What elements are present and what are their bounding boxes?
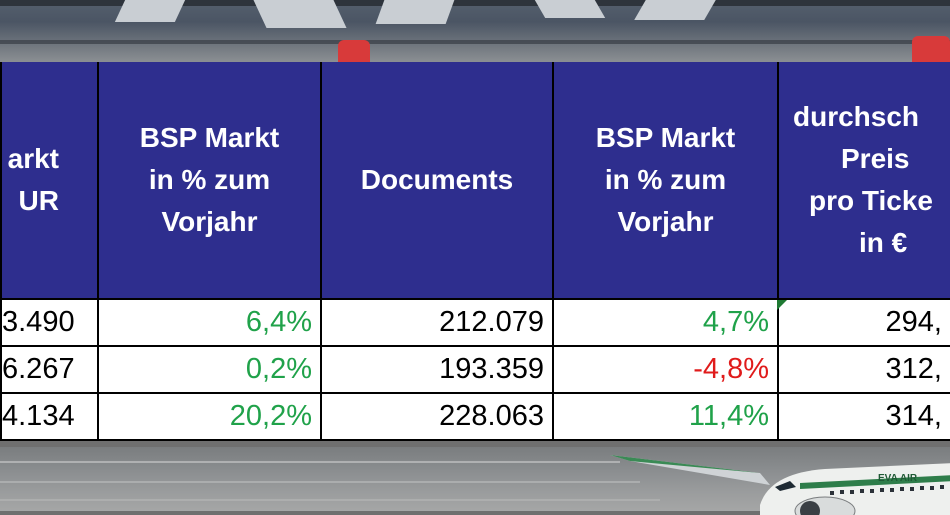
cell-avg-price: 294, <box>777 298 950 347</box>
cell-market-eur: 6.267 <box>0 345 99 394</box>
table-row: 6.267 0,2% 193.359 -4,8% 312, <box>0 345 950 394</box>
statistics-table: arkt UR BSP Markt in % zum Vorjahr Docum… <box>0 62 950 447</box>
cell-documents: 193.359 <box>320 345 554 394</box>
cell-documents: 212.079 <box>320 298 554 347</box>
background-photo-top <box>0 0 950 62</box>
cell-bsp-pct-2: -4,8% <box>552 345 779 394</box>
cell-bsp-pct-1: 20,2% <box>97 392 322 441</box>
cell-documents: 228.063 <box>320 392 554 441</box>
header-documents: Documents <box>320 62 554 300</box>
table-row: 3.490 6,4% 212.079 4,7% 294, <box>0 298 950 347</box>
airplane-image: EVA AIR <box>610 455 950 515</box>
header-market-eur: arkt UR <box>0 62 99 300</box>
header-bsp-market-pct-2: BSP Markt in % zum Vorjahr <box>552 62 779 300</box>
header-bsp-market-pct-1: BSP Markt in % zum Vorjahr <box>97 62 322 300</box>
header-row: arkt UR BSP Markt in % zum Vorjahr Docum… <box>0 62 950 300</box>
table-row: 4.134 20,2% 228.063 11,4% 314, <box>0 392 950 441</box>
cell-bsp-pct-2: 11,4% <box>552 392 779 441</box>
cell-avg-price: 314, <box>777 392 950 441</box>
cell-bsp-pct-1: 6,4% <box>97 298 322 347</box>
header-avg-ticket-price: durchsch Preis pro Ticke in € <box>777 62 950 300</box>
cell-market-eur: 4.134 <box>0 392 99 441</box>
cell-market-eur: 3.490 <box>0 298 99 347</box>
comment-indicator-icon <box>777 300 787 310</box>
cell-bsp-pct-2: 4,7% <box>552 298 779 347</box>
cell-bsp-pct-1: 0,2% <box>97 345 322 394</box>
plane-livery-logo: EVA AIR <box>878 473 918 484</box>
cell-avg-price: 312, <box>777 345 950 394</box>
